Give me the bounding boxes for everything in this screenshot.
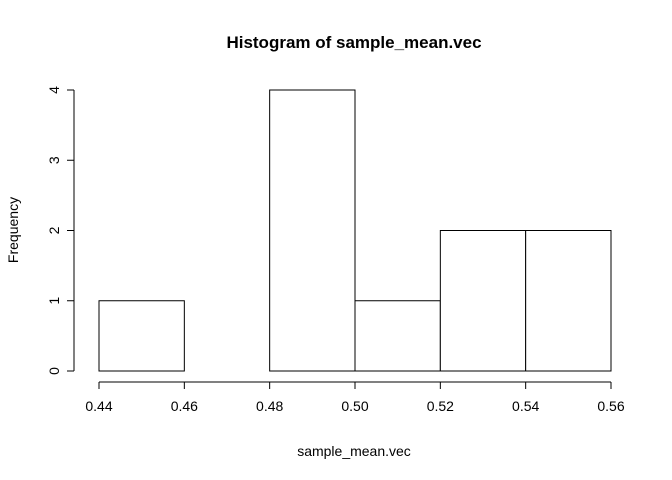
histogram-bar-3 — [354, 300, 441, 372]
histogram-bar-4 — [439, 230, 527, 372]
x-axis-label: sample_mean.vec — [297, 443, 411, 459]
x-tick-label: 0.46 — [171, 398, 198, 414]
histogram-bar-2 — [269, 89, 356, 372]
x-tick-label: 0.50 — [341, 398, 368, 414]
y-axis: 0 1 2 3 4 — [46, 86, 75, 375]
histogram-bar-0 — [98, 300, 185, 372]
x-tick-label: 0.44 — [85, 398, 112, 414]
y-tick-label: 4 — [46, 86, 62, 94]
y-axis-label: Frequency — [5, 197, 21, 263]
x-tick-label: 0.48 — [256, 398, 283, 414]
histogram-bar-5 — [525, 230, 612, 372]
x-tick-label: 0.54 — [512, 398, 539, 414]
y-tick-label: 3 — [46, 156, 62, 164]
y-tick-label: 1 — [46, 297, 62, 305]
x-axis: 0.44 0.46 0.48 0.50 0.52 0.54 0.56 — [85, 381, 625, 414]
x-tick-label: 0.52 — [427, 398, 454, 414]
y-tick-label: 2 — [46, 226, 62, 234]
x-tick-label: 0.56 — [597, 398, 624, 414]
bars-group — [98, 89, 612, 372]
chart-title: Histogram of sample_mean.vec — [226, 33, 481, 52]
y-tick-label: 0 — [46, 367, 62, 375]
